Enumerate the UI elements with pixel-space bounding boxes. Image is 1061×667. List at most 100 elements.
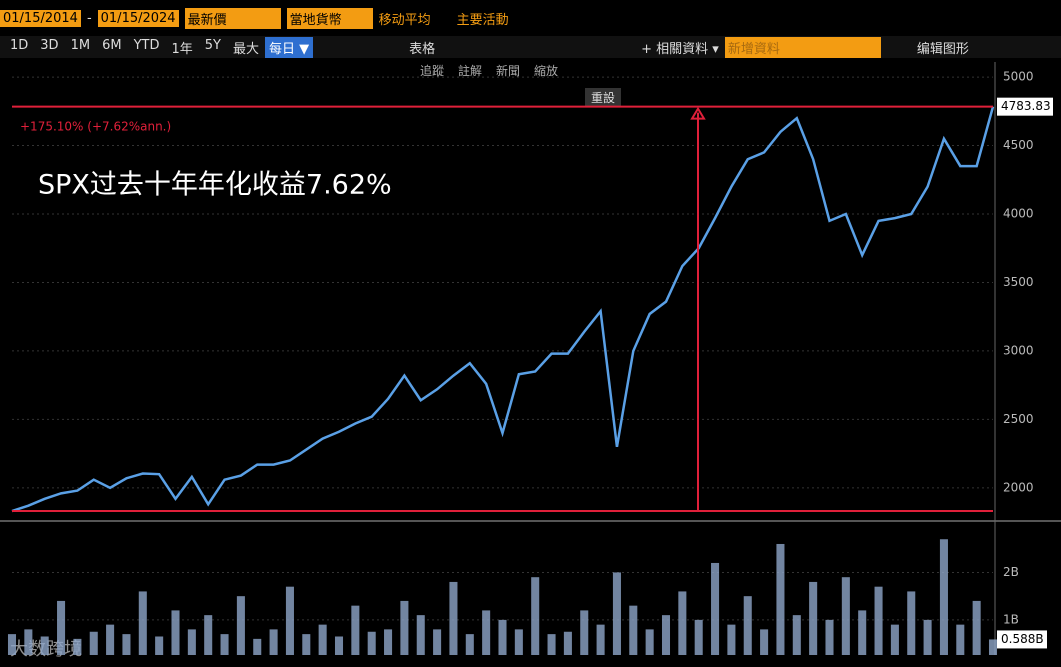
period[interactable]: 最大	[232, 41, 259, 57]
volume-bar	[106, 624, 115, 655]
last-value-label: 4783.83	[1001, 99, 1051, 113]
volume-bar	[351, 605, 360, 655]
volume-bar	[367, 631, 376, 655]
period[interactable]: 1年	[171, 41, 193, 57]
toolbar-2: 1D 3D 1M 6M YTD 1年 5Y 最大 每日 ▼ 表格 + 相關資料 ▾ 新增資料 …	[0, 36, 1061, 58]
volume-bar	[841, 577, 850, 655]
volume-bar	[171, 610, 180, 655]
period[interactable]: YTD	[133, 37, 160, 53]
key-events[interactable]: 主要活動	[456, 12, 509, 28]
y-tick-label: 3500	[1003, 275, 1034, 289]
tool[interactable]: 縮放	[534, 64, 559, 78]
volume-bar	[449, 581, 458, 655]
volume-bar	[939, 539, 948, 655]
volume-bar	[825, 619, 834, 655]
volume-bar	[956, 624, 965, 655]
volume-bar	[661, 615, 671, 655]
annotation: +175.10% (+7.62%ann.)	[20, 120, 171, 134]
y-tick-label: 4500	[1003, 138, 1034, 152]
volume-bar	[40, 636, 49, 655]
price-field[interactable]: 最新價	[184, 7, 281, 29]
volume-bar	[874, 586, 883, 655]
y-tick-label: 2500	[1003, 412, 1034, 426]
currency[interactable]: 當地貨幣	[286, 7, 373, 29]
volume-bar	[122, 634, 131, 655]
arrow-head	[690, 106, 706, 120]
tool[interactable]: 追蹤	[420, 64, 445, 78]
volume-bar	[57, 600, 66, 655]
periods: 1D 3D 1M 6M YTD 1年 5Y 最大	[10, 38, 259, 57]
volume-bar	[187, 629, 196, 655]
volume-bar	[743, 596, 752, 655]
volume-bar	[253, 638, 262, 655]
volume-bar	[596, 624, 605, 655]
volume-bar	[760, 629, 769, 655]
volume-bar	[24, 629, 33, 655]
volume-bar	[645, 629, 654, 655]
volume-bar	[711, 562, 720, 655]
frequency[interactable]: 每日 ▼	[264, 36, 314, 58]
last-value-box	[997, 97, 1053, 116]
volume-bar	[220, 634, 229, 655]
volume-bar	[269, 629, 278, 655]
price-line	[11, 106, 995, 513]
volume-bar	[482, 610, 491, 655]
period[interactable]: 5Y	[204, 37, 221, 53]
start-date[interactable]: 01/15/2014	[0, 9, 81, 27]
tool[interactable]: 新聞	[496, 64, 521, 78]
volume-bar	[988, 639, 998, 655]
volume-bar	[465, 634, 474, 655]
table[interactable]: 表格	[409, 41, 436, 57]
volume-bar	[629, 605, 638, 655]
volume-bar	[302, 634, 311, 655]
volume-bar	[727, 624, 736, 655]
y-tick-label: 5000	[1003, 70, 1034, 84]
volume-bar	[318, 624, 327, 655]
volume-bar	[776, 543, 785, 655]
last-value-box	[997, 630, 1047, 649]
volume-bar	[580, 610, 589, 655]
volume-bar	[694, 619, 703, 655]
toolbar: 01/15/2014 - 01/15/2024 最新價 當地貨幣 移动平均 主要…	[0, 6, 1061, 30]
volume-bar	[809, 581, 818, 655]
volume-bar	[89, 631, 98, 655]
volume-bar	[384, 629, 393, 655]
volume-bar	[972, 600, 981, 655]
tool[interactable]: 註解	[458, 64, 483, 78]
volume-bar	[547, 634, 556, 655]
volume-bar	[612, 572, 621, 655]
period[interactable]: 1D	[10, 37, 29, 53]
reset[interactable]: 重設	[585, 88, 622, 107]
volume-bar	[73, 638, 82, 655]
chart-title: SPX过去十年年化收益7.62%	[38, 170, 392, 201]
period[interactable]: 1M	[70, 37, 91, 53]
period[interactable]: 3D	[40, 37, 59, 53]
volume-bar	[236, 596, 245, 655]
period[interactable]: 6M	[102, 37, 122, 53]
add-data[interactable]: 新增資料	[724, 36, 881, 58]
last-value-label: 0.588B	[1001, 632, 1044, 646]
end-date[interactable]: 01/15/2024	[97, 9, 179, 27]
volume-bar	[334, 636, 344, 655]
moving-avg[interactable]: 移动平均	[378, 12, 431, 28]
volume-bar	[416, 615, 425, 655]
volume-bar	[858, 610, 867, 655]
chart-tools: 追蹤 註解 新聞 縮放	[420, 62, 558, 79]
volume-bar	[563, 631, 572, 655]
related[interactable]: + 相關資料 ▾	[641, 41, 719, 57]
y-tick-label: 4000	[1003, 207, 1034, 221]
volume-bar	[7, 634, 17, 655]
volume-bar	[400, 600, 409, 655]
volume-bar	[498, 619, 507, 655]
y-tick-label: 2B	[1003, 565, 1019, 579]
volume-bar	[204, 615, 213, 655]
volume-bar	[138, 591, 147, 655]
volume-bar	[433, 629, 442, 655]
volume-bar	[792, 615, 801, 655]
edit[interactable]: 编辑图形	[916, 41, 969, 57]
volume-bar	[285, 586, 294, 655]
volume-bar	[155, 636, 164, 655]
volume-bar	[923, 619, 932, 655]
